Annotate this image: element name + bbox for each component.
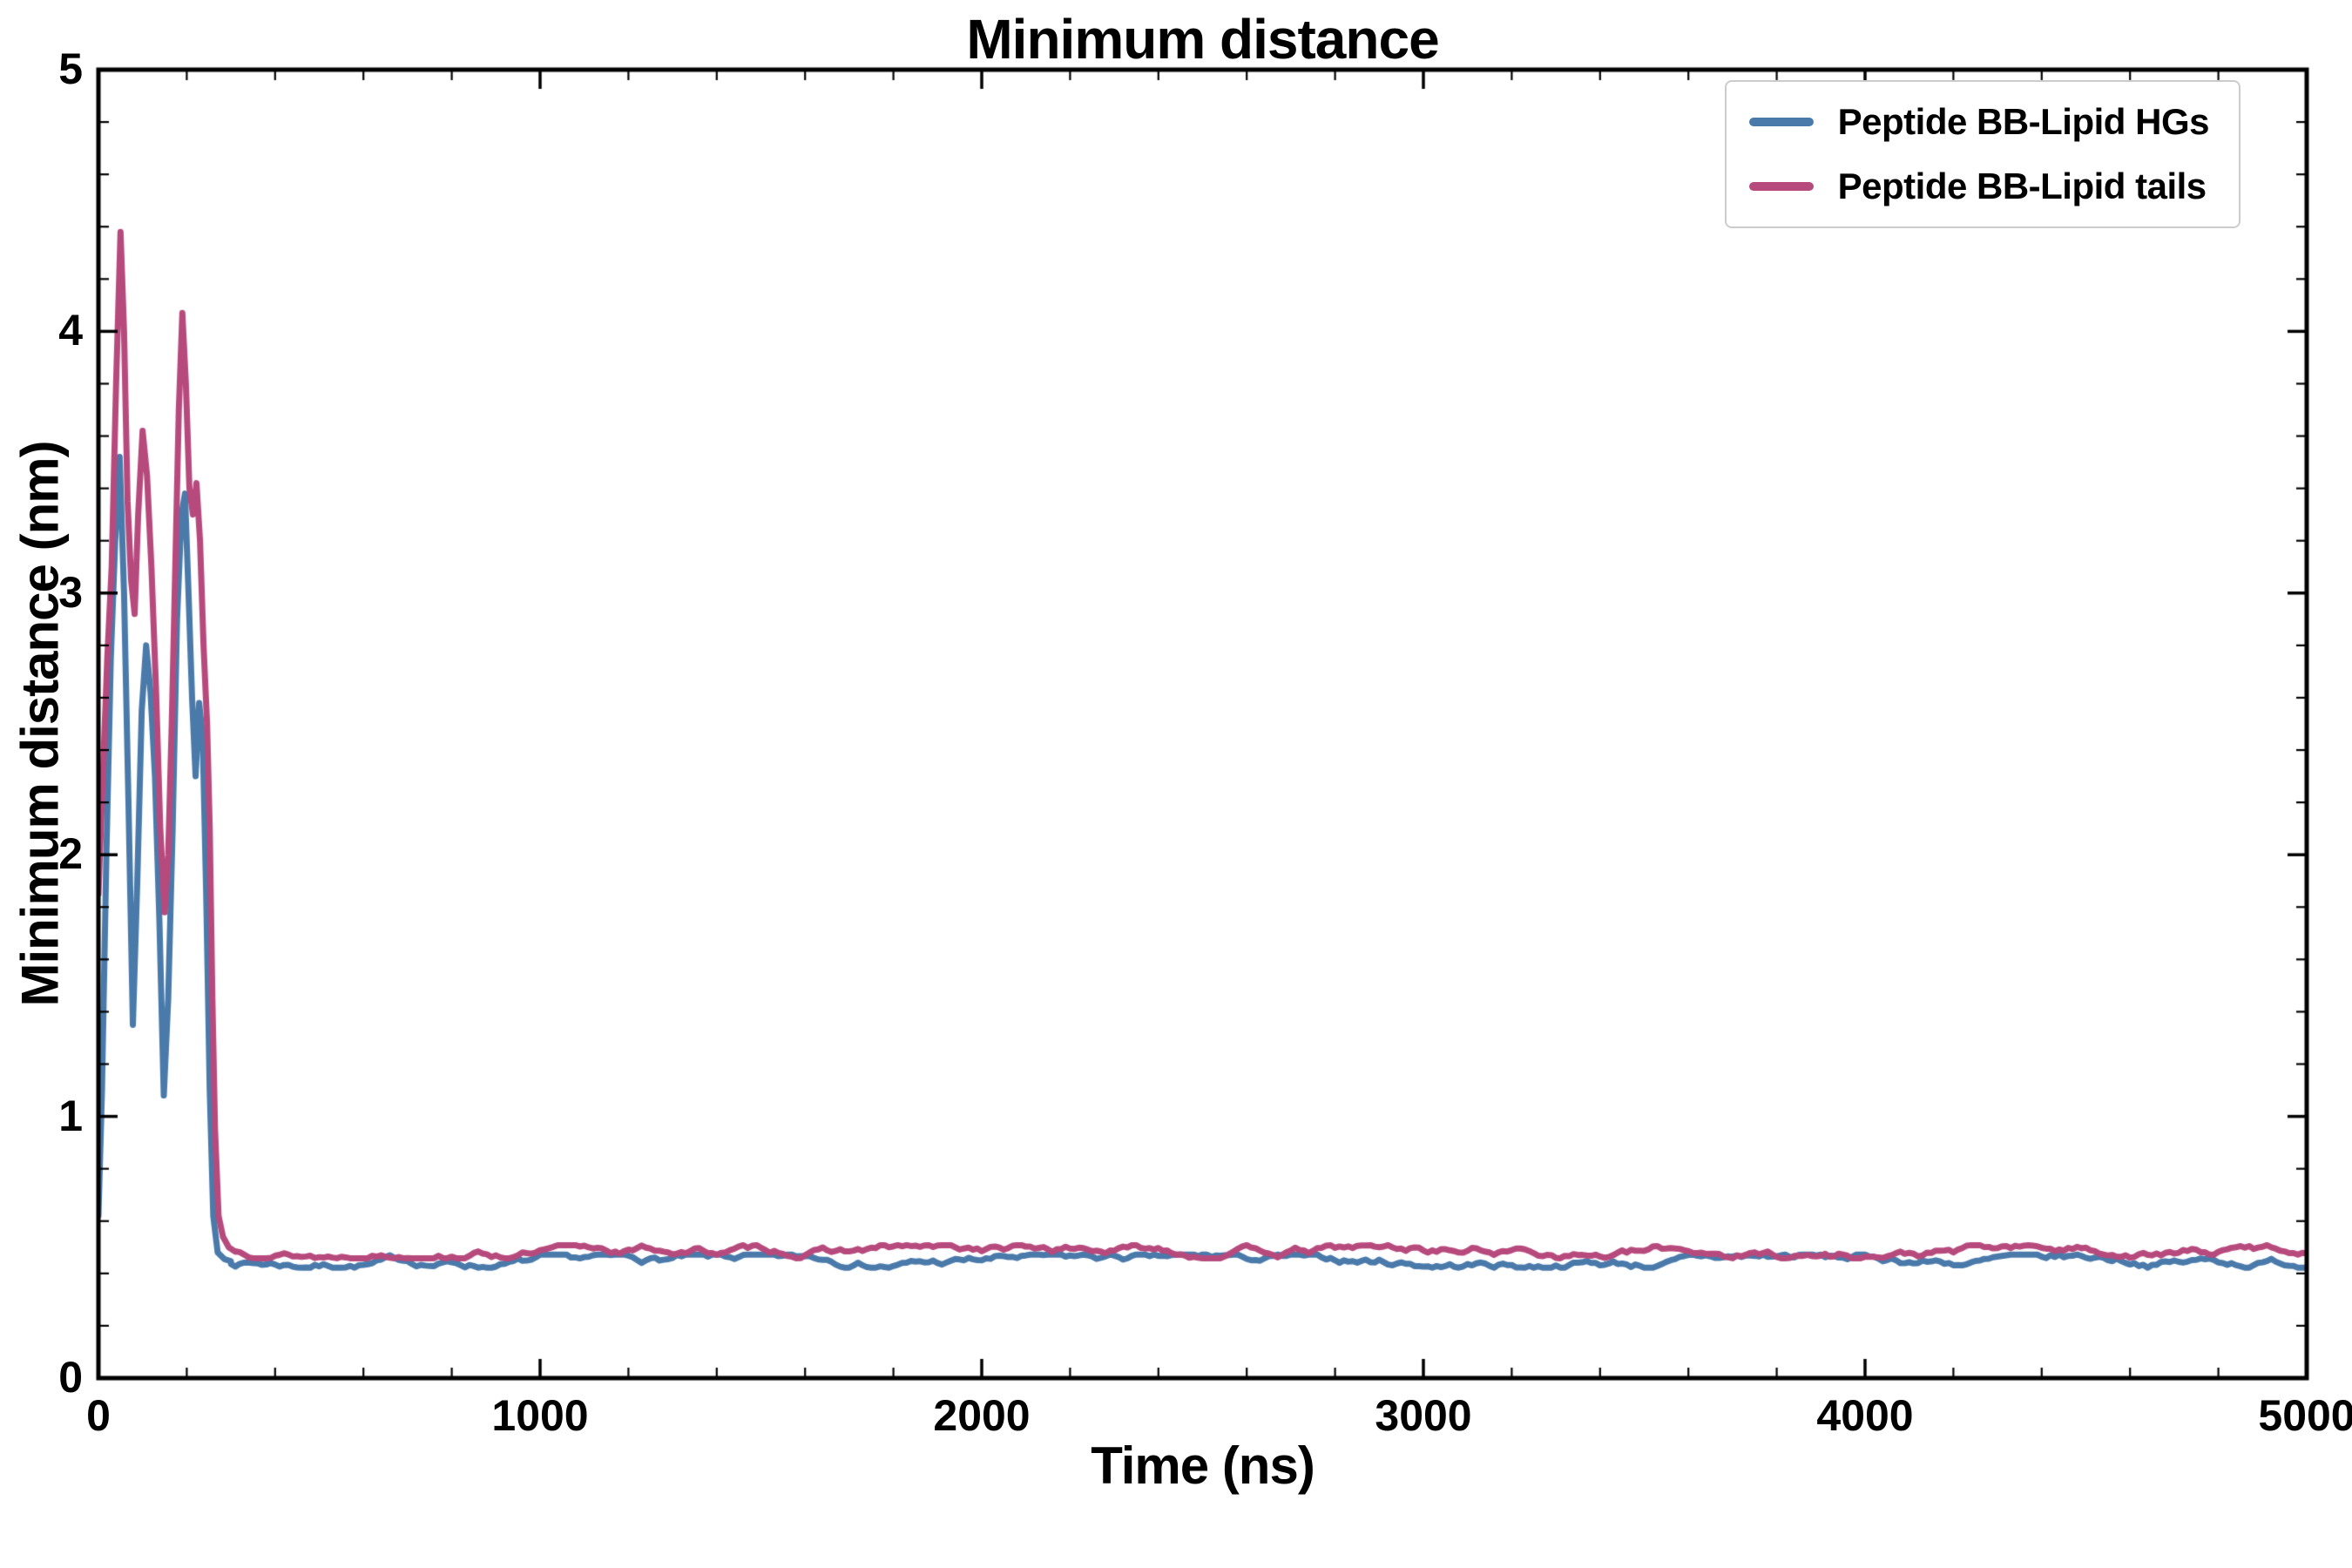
x-tick-label: 4000	[1816, 1391, 1914, 1440]
x-tick-label: 2000	[933, 1391, 1031, 1440]
x-tick-label: 1000	[491, 1391, 589, 1440]
y-tick-label: 1	[58, 1091, 83, 1140]
x-tick-label: 5000	[2258, 1391, 2352, 1440]
legend-label-hgs: Peptide BB-Lipid HGs	[1837, 101, 2210, 142]
y-tick-label: 5	[58, 44, 83, 93]
y-axis-label: Minimum distance (nm)	[10, 441, 70, 1007]
y-tick-label: 3	[58, 567, 83, 617]
legend-label-tails: Peptide BB-Lipid tails	[1837, 166, 2207, 206]
y-tick-label: 2	[58, 829, 83, 879]
legend: Peptide BB-Lipid HGs Peptide BB-Lipid ta…	[1724, 80, 2240, 228]
legend-swatch-tails-icon	[1748, 182, 1814, 191]
legend-swatch-hgs-icon	[1748, 118, 1814, 126]
y-tick-label: 4	[58, 306, 83, 355]
x-axis-label: Time (ns)	[1091, 1436, 1315, 1495]
legend-item-tails: Peptide BB-Lipid tails	[1748, 166, 2209, 207]
chart-title: Minimum distance	[966, 8, 1439, 71]
x-tick-label: 3000	[1375, 1391, 1472, 1440]
x-tick-label: 0	[86, 1391, 111, 1440]
legend-item-hgs: Peptide BB-Lipid HGs	[1748, 101, 2210, 143]
y-tick-label: 0	[58, 1352, 83, 1402]
